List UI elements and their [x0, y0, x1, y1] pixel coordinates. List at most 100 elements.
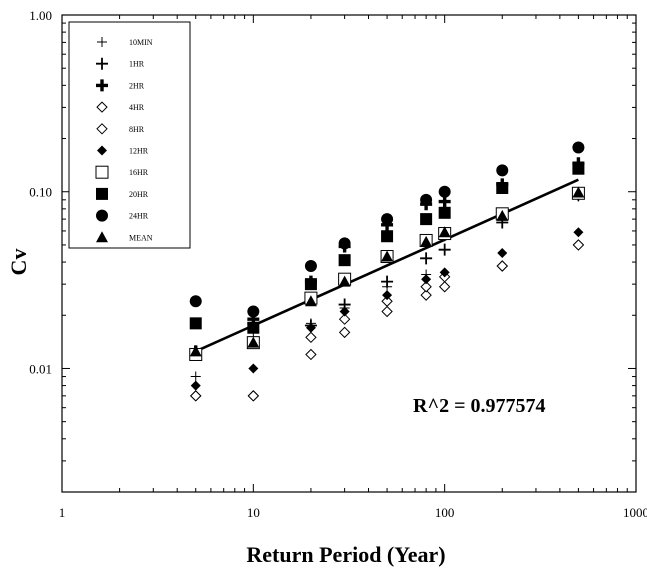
data-point — [190, 390, 202, 402]
data-point — [381, 250, 394, 262]
fit-line-group — [195, 178, 579, 353]
data-point — [339, 306, 350, 317]
marker-shape — [381, 230, 394, 243]
legend-label: 16HR — [129, 168, 149, 177]
marker-shape — [95, 165, 109, 179]
marker-shape — [248, 363, 259, 374]
data-point — [189, 295, 202, 308]
marker-shape — [438, 226, 451, 238]
marker-shape — [190, 390, 202, 402]
data-point — [247, 321, 260, 334]
data-point — [189, 345, 202, 357]
marker-shape — [497, 248, 508, 259]
marker-shape — [247, 321, 260, 334]
data-point — [420, 252, 433, 265]
marker-shape — [438, 243, 451, 256]
series-mean — [189, 186, 585, 357]
data-point — [338, 254, 351, 267]
legend-label: 20HR — [129, 190, 149, 199]
legend-marker — [96, 123, 108, 135]
data-point — [305, 348, 317, 361]
data-point — [304, 260, 317, 273]
marker-shape — [338, 237, 351, 250]
data-point — [438, 281, 451, 293]
marker-shape — [247, 390, 260, 402]
marker-shape — [338, 275, 351, 287]
data-point — [572, 186, 585, 198]
axes — [61, 14, 637, 493]
marker-shape — [97, 145, 107, 156]
data-point — [305, 322, 316, 333]
y-tick-label: 0.10 — [29, 185, 52, 200]
r-squared-annotation: R^2 = 0.977574 — [413, 395, 545, 417]
data-point — [420, 289, 432, 301]
x-tick-label: 1 — [59, 505, 66, 520]
data-point — [496, 181, 509, 194]
data-point — [572, 162, 585, 175]
y-tick-label: 1.00 — [29, 8, 52, 23]
data-point — [572, 239, 585, 251]
data-point — [420, 235, 433, 247]
data-point — [496, 209, 509, 221]
legend-label: 24HR — [129, 212, 149, 221]
legend-marker — [96, 209, 108, 222]
legend-label: 12HR — [129, 147, 149, 156]
marker-shape — [304, 260, 317, 273]
marker-shape — [420, 193, 433, 206]
marker-shape — [96, 79, 108, 92]
legend-label: MEAN — [129, 233, 153, 242]
data-point — [438, 243, 451, 256]
marker-shape — [304, 295, 317, 307]
marker-shape — [96, 57, 108, 70]
marker-shape — [96, 187, 108, 200]
data-point — [496, 260, 508, 272]
data-point — [338, 326, 351, 339]
legend-marker — [96, 187, 108, 200]
fit-line — [195, 178, 579, 353]
marker-shape — [97, 37, 107, 47]
data-point — [438, 226, 451, 238]
marker-shape — [381, 250, 394, 262]
data-point — [305, 331, 317, 344]
data-point — [438, 206, 451, 219]
legend: 10MIN 1HR 2HR 4HR 8HR 12HR 16HR 20HR 24HR MEAN — [68, 21, 191, 249]
marker-shape — [338, 313, 351, 325]
legend-label: 8HR — [129, 125, 145, 134]
marker-shape — [572, 239, 585, 251]
legend-label: 2HR — [129, 81, 145, 90]
x-axis-title: Return Period (Year) — [246, 542, 445, 567]
data-point — [338, 275, 351, 287]
marker-shape — [496, 164, 509, 177]
marker-shape — [420, 289, 432, 301]
data-point — [247, 390, 260, 402]
data-point — [304, 278, 317, 291]
data-point — [381, 295, 393, 307]
legend-marker — [96, 79, 108, 92]
marker-shape — [572, 141, 585, 154]
marker-shape — [382, 290, 393, 301]
data-point — [381, 213, 394, 226]
data-point — [496, 164, 509, 177]
x-tick-label: 10 — [247, 505, 260, 520]
data-point — [420, 193, 433, 206]
marker-shape — [190, 380, 201, 391]
legend-marker — [95, 165, 109, 179]
data-points — [189, 141, 585, 402]
legend-marker — [96, 101, 108, 113]
y-axis-title: Cv — [6, 249, 31, 276]
data-point — [248, 363, 259, 374]
legend-marker — [97, 37, 107, 47]
marker-shape — [96, 209, 108, 222]
marker-shape — [189, 345, 202, 357]
marker-shape — [496, 181, 509, 194]
marker-shape — [420, 213, 433, 226]
data-point — [439, 267, 450, 278]
marker-shape — [247, 305, 260, 318]
data-point — [420, 281, 432, 293]
series-12hr — [190, 227, 584, 391]
plot-frame — [61, 14, 637, 493]
data-point — [573, 227, 584, 238]
marker-shape — [305, 348, 317, 361]
marker-shape — [496, 209, 509, 221]
